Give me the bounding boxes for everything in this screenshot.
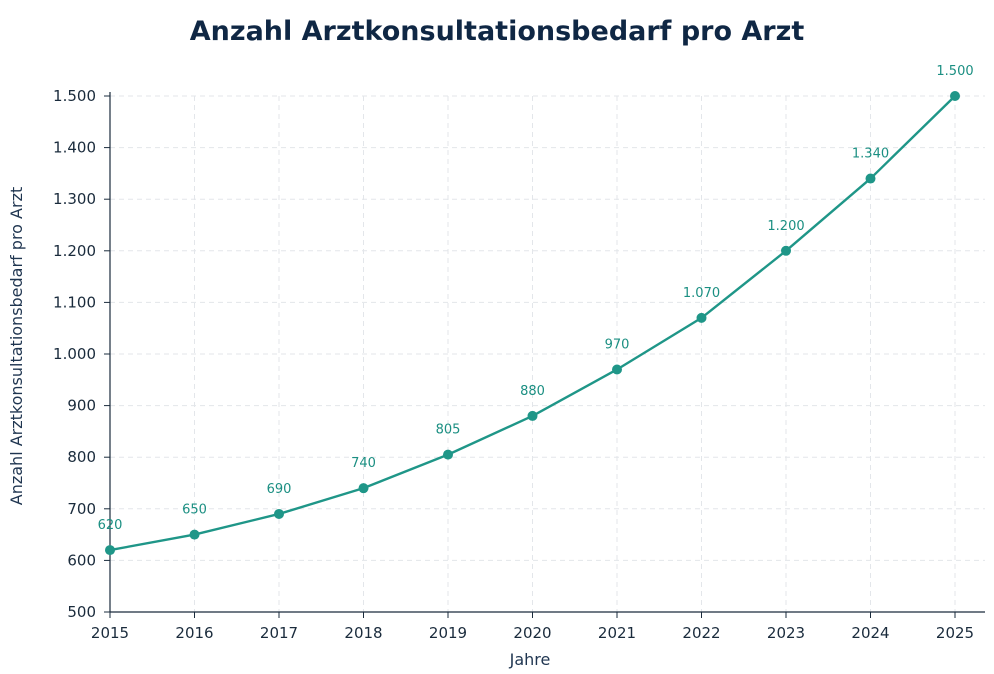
data-point [274, 508, 284, 519]
y-tick-label: 1.200 [53, 242, 96, 260]
data-label: 690 [267, 482, 292, 497]
data-label: 880 [520, 384, 545, 399]
y-tick-label: 1.300 [53, 190, 96, 208]
x-tick-label: 2016 [175, 624, 213, 642]
data-point [781, 245, 791, 256]
grid-layer [110, 95, 985, 612]
x-tick-label: 2015 [91, 624, 129, 642]
data-label: 1.500 [936, 64, 973, 79]
data-point [443, 449, 453, 460]
data-point [527, 410, 538, 421]
data-label: 740 [351, 456, 376, 471]
data-label: 805 [436, 423, 461, 438]
data-point [950, 91, 960, 101]
data-label: 620 [98, 518, 123, 533]
x-tick-label: 2024 [851, 624, 889, 642]
x-tick-label: 2021 [598, 624, 636, 642]
x-tick-label: 2019 [429, 624, 467, 642]
x-tick-label: 2020 [513, 624, 551, 642]
x-tick-label: 2018 [344, 624, 382, 642]
x-tick-label: 2017 [260, 624, 298, 642]
data-point [865, 173, 876, 184]
x-tick-label: 2022 [682, 624, 720, 642]
data-label: 1.070 [683, 286, 720, 301]
data-label: 1.340 [852, 147, 889, 162]
chart-title: Anzahl Arztkonsultationsbedarf pro Arzt [189, 16, 805, 47]
axis-layer: 500 600 700 800 900 1.000 1.100 1.200 1.300 1.400… [53, 87, 985, 642]
x-axis-title: Jahre [509, 650, 551, 669]
data-label: 650 [182, 503, 207, 518]
data-point [696, 312, 707, 323]
y-tick-label: 500 [67, 603, 96, 621]
y-tick-label: 700 [67, 500, 96, 518]
data-label: 970 [605, 337, 630, 352]
x-tick-label: 2025 [936, 624, 974, 642]
data-point [105, 545, 115, 556]
y-tick-label: 800 [67, 448, 96, 466]
data-point [189, 529, 200, 540]
data-point [358, 483, 369, 494]
y-tick-label: 1.500 [53, 87, 96, 105]
data-point [612, 364, 622, 375]
y-tick-label: 600 [67, 551, 96, 569]
x-tick-label: 2023 [767, 624, 805, 642]
series-layer [105, 91, 960, 556]
y-tick-label: 1.400 [53, 139, 96, 157]
y-axis-title: Anzahl Arztkonsultationsbedarf pro Arzt [7, 187, 26, 505]
label-layer: 620 650 690 740 805 880 970 1.070 1.200 1.340 1.50… [98, 64, 974, 533]
y-tick-label: 1.000 [53, 345, 96, 363]
y-tick-label: 1.100 [53, 293, 96, 311]
data-label: 1.200 [767, 219, 804, 234]
y-tick-label: 900 [67, 397, 96, 415]
